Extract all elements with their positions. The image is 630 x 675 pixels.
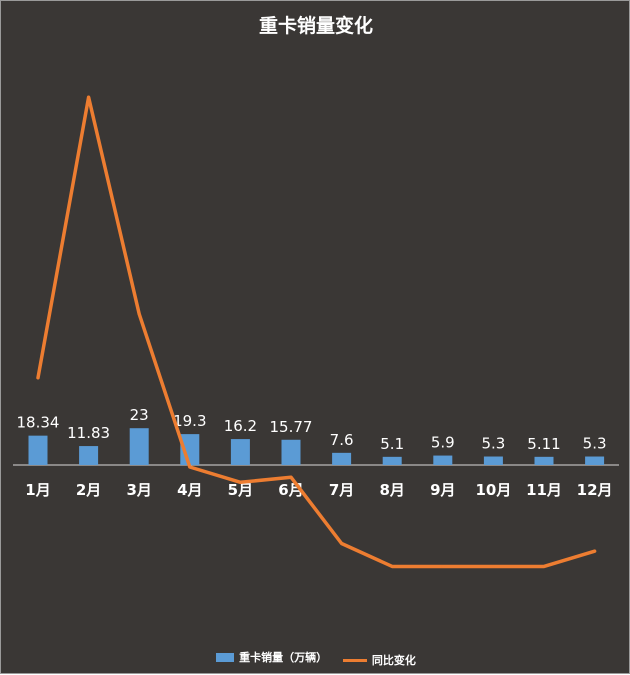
line-point — [188, 465, 192, 469]
bar — [433, 455, 453, 465]
x-tick-label: 10月 — [475, 481, 511, 499]
legend: 重卡销量（万辆） 同比变化 — [1, 649, 630, 668]
x-tick-label: 1月 — [25, 481, 50, 499]
line-point — [593, 549, 597, 553]
bar — [129, 428, 149, 465]
line-point — [491, 564, 495, 568]
series-line — [36, 95, 597, 569]
chart-title: 重卡销量变化 — [258, 15, 373, 37]
x-tick-label: 5月 — [228, 481, 253, 499]
line-point — [238, 480, 242, 484]
bar — [483, 456, 503, 465]
bar-value-label: 5.11 — [527, 435, 560, 453]
legend-swatch-bar — [216, 652, 235, 662]
bar-value-label: 5.9 — [431, 434, 455, 452]
legend-label-bar: 重卡销量（万辆） — [239, 651, 328, 664]
bar — [28, 435, 48, 465]
x-tick-label: 4月 — [177, 481, 202, 499]
bar — [230, 439, 250, 465]
bar-value-label: 5.1 — [380, 435, 404, 453]
bar — [281, 439, 301, 465]
x-tick-label: 12月 — [577, 481, 613, 499]
line-point — [441, 564, 445, 568]
legend-label-line: 同比变化 — [371, 654, 416, 667]
bar-value-label: 15.77 — [270, 418, 313, 436]
line-point — [289, 475, 293, 479]
legend-item-line: 同比变化 — [342, 652, 416, 668]
legend-item-bar: 重卡销量（万辆） — [216, 649, 327, 665]
line-point — [390, 564, 394, 568]
bar — [79, 446, 99, 465]
x-tick-label: 3月 — [126, 481, 151, 499]
line-point — [340, 542, 344, 545]
line-point — [137, 312, 141, 316]
bar-value-label: 7.6 — [330, 431, 354, 449]
line-point — [87, 95, 91, 99]
x-tick-label: 7月 — [329, 481, 354, 499]
x-tick-label: 2月 — [76, 481, 101, 499]
bar-value-label: 18.34 — [17, 414, 60, 432]
x-tick-label: 9月 — [430, 481, 455, 499]
x-tick-label: 8月 — [379, 481, 404, 499]
bar — [534, 456, 554, 465]
bar-value-label: 19.3 — [173, 412, 206, 430]
line-point — [542, 564, 546, 568]
x-tick-label: 11月 — [526, 481, 562, 499]
bar-value-label: 23 — [130, 406, 149, 424]
legend-swatch-line — [342, 658, 367, 662]
bar — [585, 456, 605, 465]
bar — [382, 456, 402, 465]
bar-value-label: 5.3 — [583, 435, 607, 453]
bar-value-label: 5.3 — [481, 435, 505, 453]
line-point — [36, 376, 40, 380]
bar — [332, 452, 352, 465]
bar-value-label: 16.2 — [224, 417, 257, 435]
bar-value-label: 11.83 — [67, 424, 110, 442]
